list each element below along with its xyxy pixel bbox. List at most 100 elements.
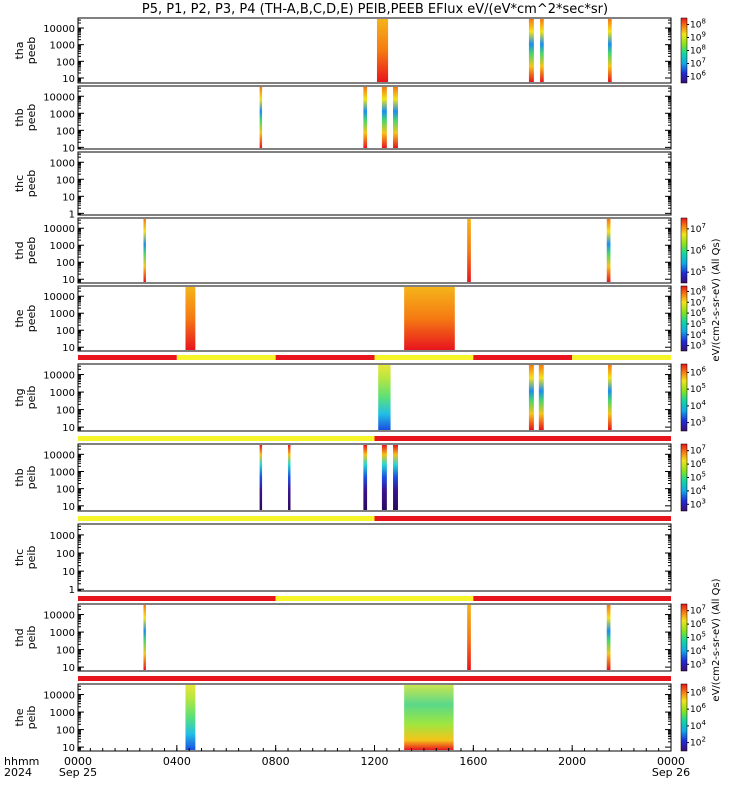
y-tick-label: 1000 [50,109,75,120]
y-tick-label: 10000 [43,371,75,382]
panel-probe-label: thb [13,108,26,126]
panel-probe-label: thc [13,549,26,566]
spectrogram-block-3 [381,87,387,148]
mode-bar-segment [78,516,375,521]
y-tick-label: 100 [56,485,75,496]
spectrogram-block-3 [538,365,544,430]
spectrogram-block-1 [259,445,263,510]
y-tick-label: 1000 [50,241,75,252]
panel-probe-label: the [13,309,26,327]
colorbar-tick-label: 105 [690,382,706,395]
colorbar-tick-label: 106 [690,617,706,630]
figure-title: P5, P1, P2, P3, P4 (TH-A,B,C,D,E) PEIB,P… [142,2,608,17]
colorbar [680,17,688,84]
colorbar-tick-label: 107 [690,222,706,235]
panel-frame [77,217,672,284]
colorbar [680,443,688,512]
panel-product-label: peib [25,626,38,650]
panel-thg-peib: 10 100 1000 10000 thg peib 103 104 105 106 [13,363,706,441]
y-tick-label: 10000 [43,691,75,702]
spectrogram-block-3 [606,219,611,282]
electron-unit-label: eV/(cm2-s-sr-eV) (All Qs) [711,238,722,361]
spectrogram-block-4 [607,19,612,82]
y-tick-label: 10 [62,423,75,434]
mode-bar-segment [78,355,177,360]
y-tick-label: 100 [56,726,75,737]
colorbar-tick-label: 106 [690,365,706,378]
y-tick-label: 1000 [50,708,75,719]
panel-probe-label: thg [13,388,26,406]
colorbar-tick-label: 108 [690,44,706,57]
spectrogram-block-2 [404,685,454,750]
mode-bar-segment [78,436,375,441]
colorbar-tick-label: 106 [690,457,706,470]
colorbar-tick-label: 104 [690,399,706,412]
panel-frame [77,85,672,150]
panel-product-label: peeb [25,104,38,132]
panel-the-peib: 10 100 1000 10000 the peib 102 104 106 108 [13,683,706,754]
y-tick-label: 1 [69,209,75,220]
panel-probe-label: thd [13,628,26,646]
panel-probe-label: the [13,708,26,726]
y-tick-label: 10 [62,343,75,354]
panel-frame [77,363,672,432]
spectrogram-block-2 [528,365,534,430]
x-tick-label: 2000 [558,755,586,768]
y-tick-label: 10000 [43,450,75,461]
date-end-label: Sep 26 [652,766,690,779]
panel-product-label: peeb [25,237,38,265]
colorbar-tick-label: 103 [690,416,706,429]
ion-unit-label: eV/(cm2-s-sr-eV) (All Qs) [711,578,722,701]
spectrogram-block-1 [143,605,146,670]
y-tick-label: 10000 [43,224,75,235]
spectrogram-block-4 [381,445,387,510]
mode-bar-segment [473,355,573,360]
colorbar-tick-label: 107 [690,444,706,457]
panel-product-label: peib [25,546,38,570]
y-tick-label: 10 [62,743,75,754]
y-tick-label: 10 [62,567,75,578]
mode-bar-segment [176,355,276,360]
time-axis: 0000 0400 0800 1200 1600 2000 0000 [64,745,685,768]
y-tick-label: 10000 [43,292,75,303]
spectrogram-block-4 [607,365,612,430]
mode-bar-segment [572,355,671,360]
panel-frame [77,443,672,512]
y-tick-label: 10000 [43,611,75,622]
panel-frame [77,683,672,752]
colorbar-tick-label: 103 [690,497,706,510]
mode-bar-segment [473,596,671,601]
y-tick-label: 10 [62,275,75,286]
y-tick-label: 100 [56,126,75,137]
spectrogram-block-2 [404,287,455,350]
mode-bar-segment [78,596,276,601]
colorbar-tick-label: 109 [690,31,706,44]
y-tick-label: 100 [56,57,75,68]
panel-product-label: peib [25,706,38,730]
mode-bar-segment [374,355,474,360]
panel-thd-peeb: 10 100 1000 10000 thd peeb 105 106 107 [13,217,706,286]
panel-thc-peib: 1 10 100 1000 thc peib [13,523,672,601]
spectrogram-block-3 [540,19,544,82]
y-tick-label: 10 [62,502,75,513]
panel-probe-label: thd [13,241,26,259]
spectrogram-block-2 [467,605,471,670]
panel-frame [77,603,672,672]
y-tick-label: 100 [56,175,75,186]
spectrogram-block-1 [259,87,263,148]
y-tick-label: 100 [56,646,75,657]
spectrogram-block-3 [363,445,368,510]
panel-thb-peeb: 10 100 1000 10000 thb peeb [13,85,672,154]
y-tick-label: 1000 [50,468,75,479]
date-start-label: Sep 25 [59,766,97,779]
colorbar-tick-label: 104 [690,644,706,657]
time-axis-label-hhmm: hhmm [4,755,39,768]
spectrogram-block-3 [606,605,611,670]
panel-frame [77,17,672,84]
spectrogram-block-1 [376,19,389,82]
panel-frame [77,523,672,592]
panel-product-label: peib [25,466,38,490]
